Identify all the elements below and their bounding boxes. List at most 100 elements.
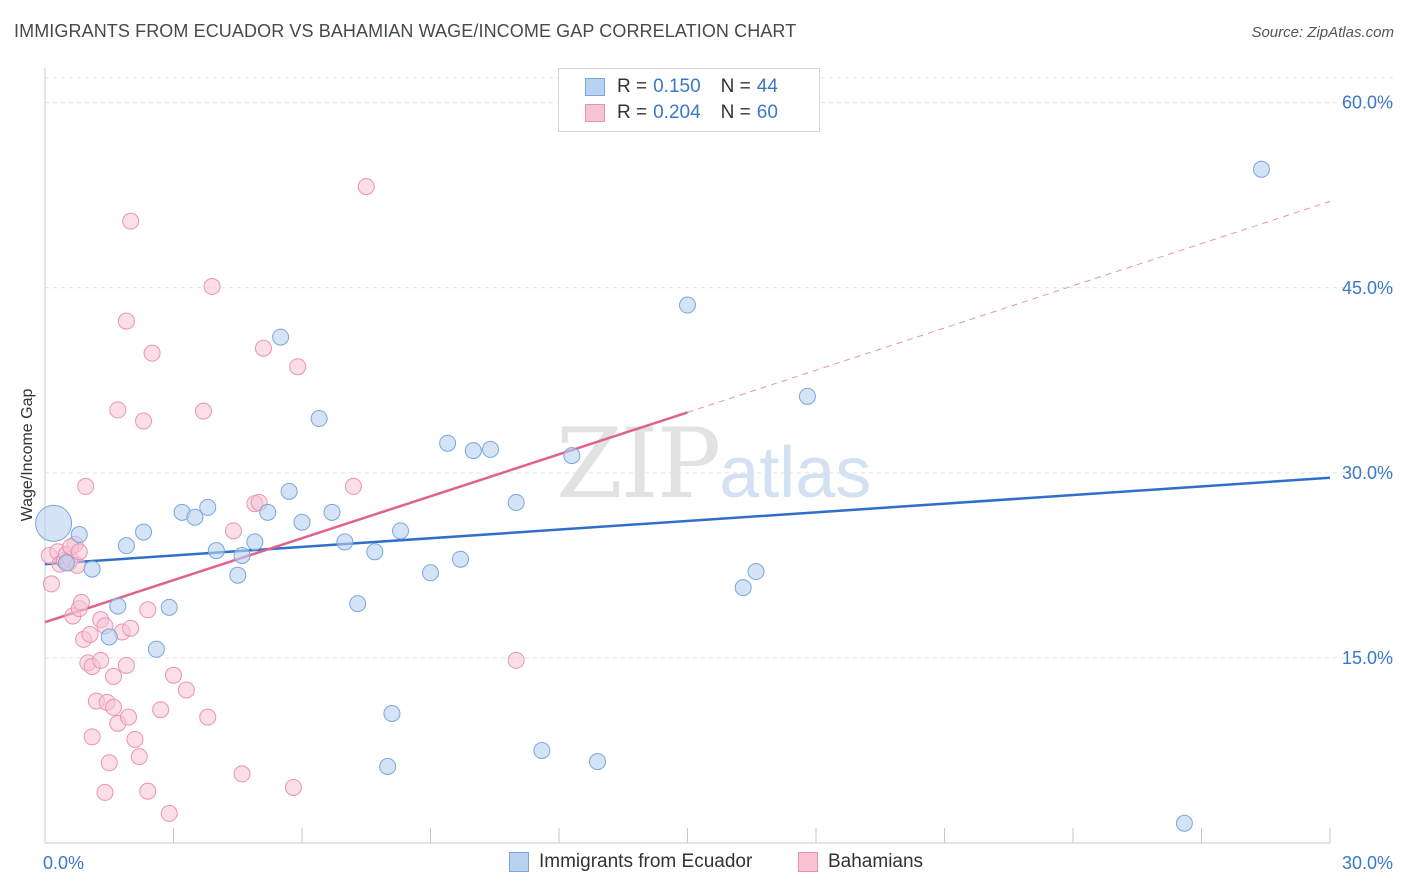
- bahamian-point: [143, 344, 161, 362]
- ecuador-point: [160, 598, 178, 616]
- bahamian-point: [344, 477, 362, 495]
- ecuador-point: [259, 503, 277, 521]
- bahamian-point: [92, 651, 110, 669]
- x-tick-label: 0.0%: [43, 853, 84, 873]
- ecuador-point: [229, 566, 247, 584]
- ecuador-point: [199, 498, 217, 516]
- tick-labels: 15.0% 30.0% 45.0% 60.0% 0.0% 30.0%: [43, 93, 1393, 873]
- bahamian-point: [199, 708, 217, 726]
- ecuador-point: [323, 503, 341, 521]
- axes: [44, 68, 1331, 844]
- ecuador-point: [379, 758, 397, 775]
- bahamian-point: [135, 412, 153, 430]
- legend-row-bahamian: R = 0.204 N = 60: [585, 101, 778, 125]
- ecuador-point: [563, 447, 581, 465]
- ecuador-point: [507, 493, 525, 511]
- y-tick-label: 15.0%: [1342, 648, 1393, 668]
- bahamian-point: [120, 708, 138, 726]
- bottom-legend-ecuador: Immigrants from Ecuador: [509, 851, 752, 873]
- bahamian-point: [83, 728, 101, 746]
- bahamian-point: [105, 667, 123, 685]
- ecuador-point: [734, 579, 752, 597]
- bahamian-point: [81, 625, 99, 643]
- bahamian-point: [70, 543, 88, 561]
- ecuador-point: [233, 547, 251, 565]
- legend-n-value: 60: [756, 102, 778, 123]
- bahamian-point: [96, 783, 114, 801]
- bahamian-point: [117, 312, 135, 330]
- legend-r-label: R =: [617, 102, 648, 123]
- ecuador-point: [186, 508, 204, 526]
- chart-title: IMMIGRANTS FROM ECUADOR VS BAHAMIAN WAGE…: [14, 21, 797, 41]
- legend-row-ecuador: R = 0.150 N = 44: [585, 75, 778, 99]
- trend-lines: [44, 200, 1331, 624]
- bottom-legend-swatch-bahamian: [798, 852, 818, 872]
- legend-r-label: R =: [617, 76, 648, 97]
- ecuador-point: [422, 564, 439, 582]
- legend-r-value: 0.150: [653, 76, 701, 97]
- bottom-legend-bahamian: Bahamians: [798, 851, 923, 873]
- ecuador-point: [1175, 814, 1193, 832]
- ecuador-point: [70, 526, 88, 544]
- ecuador-point: [451, 550, 469, 568]
- bahamian-point: [357, 178, 375, 196]
- ecuador-point: [109, 597, 127, 615]
- ecuador-point: [83, 560, 101, 578]
- bahamian-point: [289, 358, 307, 376]
- watermark-zip: ZIP: [556, 408, 721, 520]
- bahamian-point: [122, 619, 140, 637]
- legend-n-label: N =: [720, 102, 751, 123]
- ecuador-point: [798, 387, 816, 405]
- bahamian-point: [122, 212, 140, 230]
- bahamian-point: [284, 778, 302, 796]
- y-tick-label: 60.0%: [1342, 93, 1393, 113]
- bahamian-points: [40, 178, 525, 822]
- bahamian-point: [139, 782, 157, 800]
- bottom-legend-label-ecuador: Immigrants from Ecuador: [539, 851, 753, 872]
- bottom-legend-label-bahamian: Bahamians: [828, 851, 924, 872]
- correlation-legend: R = 0.150 N = 44 R = 0.204 N = 60: [558, 68, 820, 132]
- bahamian-point: [254, 339, 272, 357]
- source-label: Source: ZipAtlas.com: [1251, 24, 1394, 41]
- grid-lines: [45, 77, 1395, 659]
- bahamian-point: [152, 701, 170, 719]
- ecuador-point: [366, 543, 384, 561]
- bahamian-point: [203, 278, 221, 296]
- ecuador-point: [280, 482, 298, 500]
- bahamian-point: [224, 522, 242, 540]
- ecuador-point: [310, 410, 328, 428]
- ecuador-point: [207, 542, 225, 560]
- bottom-legend-swatch-ecuador: [509, 852, 529, 872]
- ecuador-point: [679, 296, 696, 314]
- ecuador-points: [35, 160, 1270, 832]
- ecuador-point: [336, 533, 354, 551]
- ecuador-point: [272, 328, 290, 346]
- ecuador-point: [147, 640, 165, 658]
- ecuador-point: [349, 595, 367, 613]
- ecuador-point: [747, 563, 765, 581]
- ecuador-point: [1252, 160, 1270, 178]
- bahamian-point: [72, 593, 90, 611]
- ecuador-point: [439, 434, 457, 452]
- ecuador-point: [293, 513, 311, 531]
- y-tick-label: 30.0%: [1342, 463, 1393, 483]
- ecuador-point: [533, 741, 551, 759]
- ecuador-point: [589, 753, 607, 771]
- ecuador-point: [117, 537, 135, 555]
- legend-r-value: 0.204: [653, 102, 701, 123]
- bahamian-point: [77, 477, 95, 495]
- bahamian-point: [507, 651, 525, 669]
- trend-line-bahamian-extension: [687, 200, 1331, 413]
- bahamian-point: [194, 402, 212, 420]
- trend-line-bahamian: [44, 411, 688, 624]
- legend-n-label: N =: [720, 76, 751, 97]
- ecuador-point: [392, 522, 410, 540]
- ecuador-point: [57, 554, 75, 572]
- ecuador-point: [383, 704, 401, 722]
- ecuador-point: [246, 533, 264, 551]
- legend-n-value: 44: [756, 76, 778, 97]
- ecuador-point: [464, 442, 482, 460]
- bahamian-point: [105, 698, 123, 716]
- bahamian-point: [117, 656, 135, 674]
